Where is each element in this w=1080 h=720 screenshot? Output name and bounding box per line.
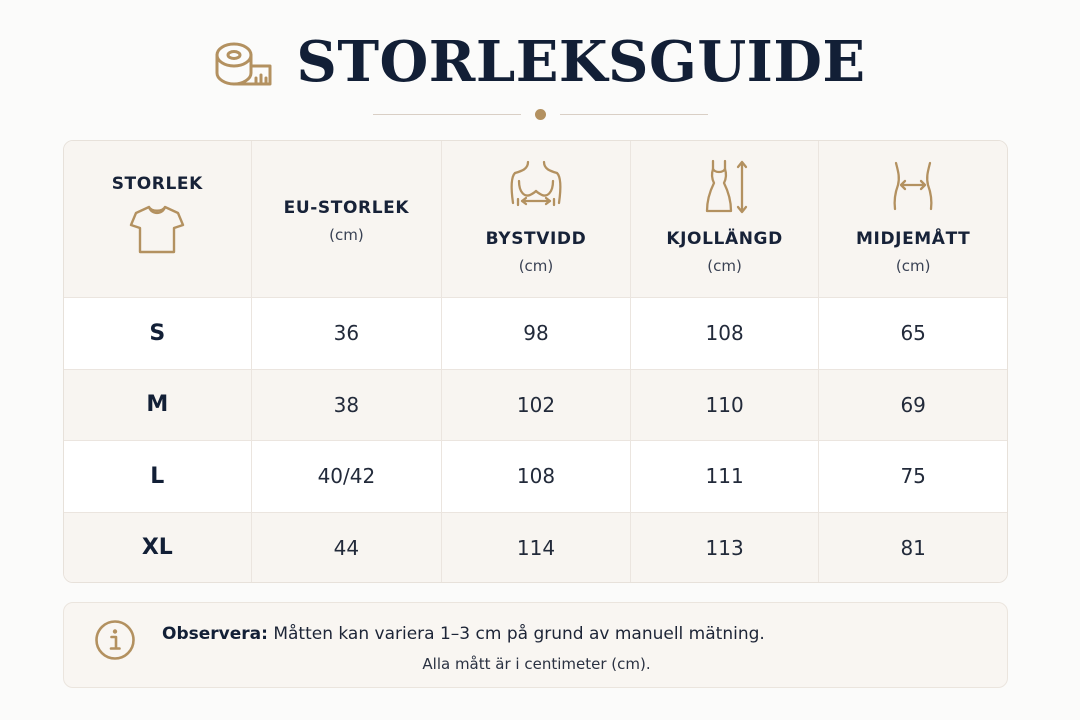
divider-dot [534, 108, 546, 120]
waist-value: 81 [900, 535, 926, 560]
bust-value: 102 [516, 392, 556, 417]
table-row: XL 44 114 113 81 [64, 512, 1007, 582]
length-value: 108 [705, 321, 744, 346]
table-header-row: STORLEK EU-STORLEK (cm) BYSTVIDD (cm) [64, 141, 1007, 298]
page-header: STORLEKSGUIDE [0, 22, 1080, 102]
length-value: 111 [705, 464, 744, 489]
note-subtext: Alla mått är i centimeter (cm). [422, 655, 651, 673]
measuring-tape-icon [215, 42, 272, 86]
size-label: XL [141, 535, 173, 560]
note-box: Observera: Måtten kan variera 1–3 cm på … [63, 602, 1008, 688]
size-table: STORLEK EU-STORLEK (cm) BYSTVIDD (cm) [63, 140, 1008, 583]
eu-size-value: 40/42 [317, 464, 376, 489]
header-size: STORLEK [64, 141, 252, 297]
header-length: KJOLLÄNGD (cm) [631, 141, 820, 297]
note-text: Observera: Måtten kan variera 1–3 cm på … [162, 624, 765, 644]
note-label: Observera: [162, 624, 268, 644]
header-bust-label: BYSTVIDD [485, 229, 587, 249]
page-title: STORLEKSGUIDE [296, 29, 866, 95]
note-message: Måtten kan variera 1–3 cm på grund av ma… [267, 624, 765, 644]
length-value: 110 [705, 392, 744, 417]
bust-value: 108 [516, 464, 556, 489]
header-waist-label: MIDJEMÅTT [856, 229, 971, 249]
table-row: M 38 102 110 69 [64, 369, 1007, 441]
bust-value: 114 [516, 535, 556, 560]
waist-icon [893, 161, 933, 211]
header-length-label: KJOLLÄNGD [666, 229, 783, 249]
waist-value: 65 [900, 321, 926, 346]
divider-line-left [372, 113, 521, 115]
size-label: S [149, 320, 166, 346]
header-waist: MIDJEMÅTT (cm) [819, 141, 1007, 297]
table-row: L 40/42 108 111 75 [64, 441, 1007, 513]
size-label: L [150, 463, 165, 489]
header-length-unit: (cm) [707, 257, 742, 275]
header-size-label: STORLEK [111, 174, 203, 194]
bust-value: 98 [523, 321, 549, 346]
header-bust-unit: (cm) [518, 257, 554, 275]
tshirt-icon [130, 205, 185, 254]
header-eu-size-label: EU-STORLEK [283, 198, 410, 218]
eu-size-value: 36 [333, 321, 360, 346]
torso-bust-icon [510, 160, 562, 207]
dress-length-icon [705, 159, 747, 214]
header-eu-size-unit: (cm) [329, 226, 364, 244]
eu-size-value: 44 [333, 535, 360, 560]
length-value: 113 [705, 535, 744, 560]
header-waist-unit: (cm) [895, 257, 931, 275]
title-divider [0, 106, 1080, 122]
header-eu-size: EU-STORLEK (cm) [252, 141, 443, 297]
table-row: S 36 98 108 65 [64, 298, 1007, 370]
size-label: M [146, 392, 169, 418]
waist-value: 69 [900, 392, 926, 417]
eu-size-value: 38 [333, 392, 360, 417]
waist-value: 75 [900, 464, 926, 489]
info-icon [95, 620, 135, 660]
header-bust: BYSTVIDD (cm) [442, 141, 631, 297]
divider-line-right [559, 113, 708, 115]
